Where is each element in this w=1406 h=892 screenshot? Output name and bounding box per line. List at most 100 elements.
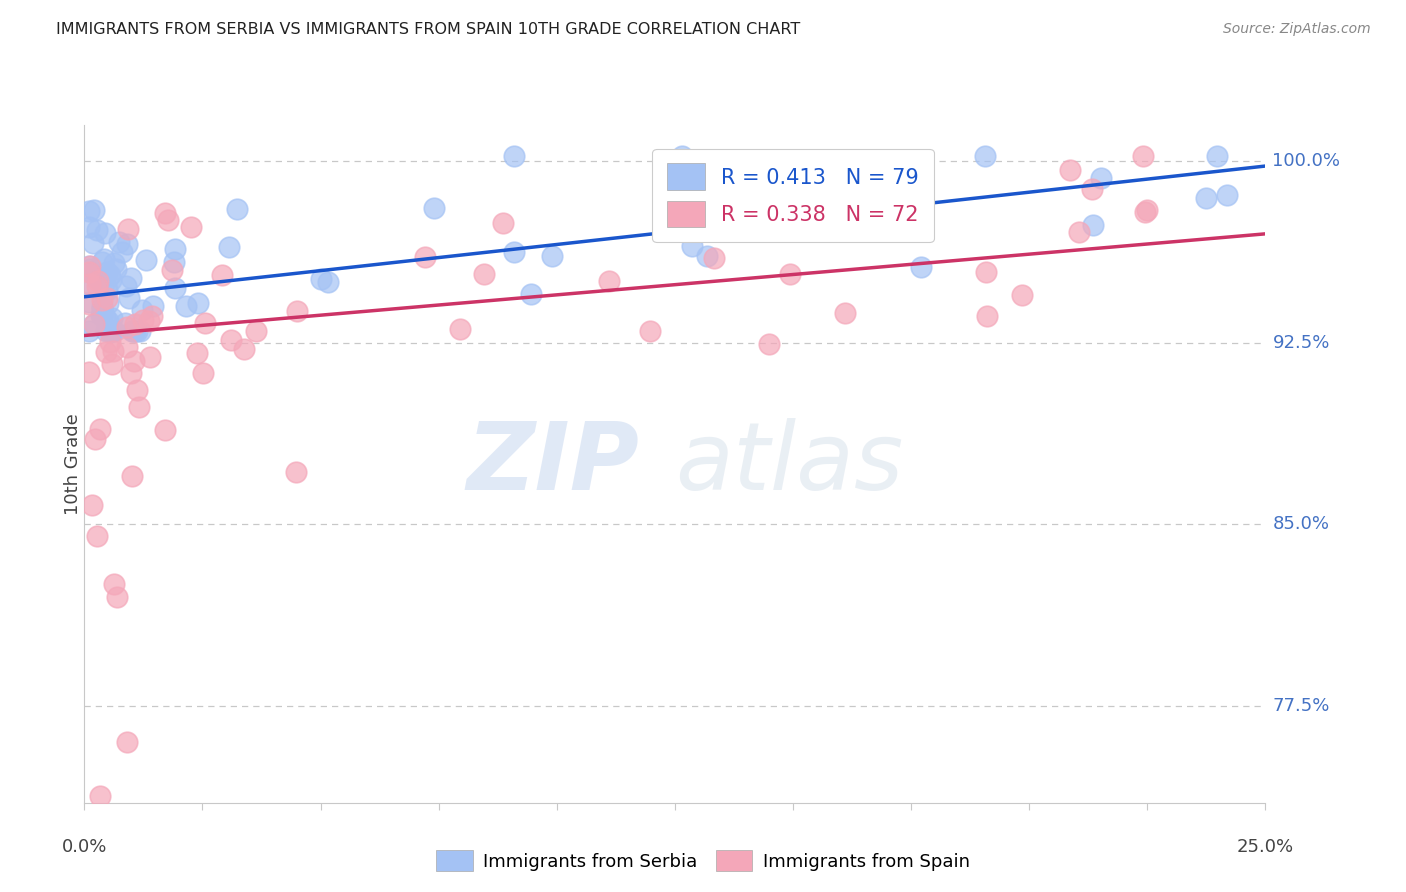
Point — [1081, 218, 1104, 232]
Point — [103, 324, 125, 338]
Text: Source: ZipAtlas.com: Source: ZipAtlas.com — [1223, 22, 1371, 37]
Point — [834, 306, 856, 320]
Point — [128, 401, 150, 415]
Point — [105, 262, 128, 277]
Point — [90, 309, 112, 323]
Y-axis label: 10th Grade: 10th Grade — [65, 413, 82, 515]
Point — [86, 278, 108, 293]
Point — [541, 249, 564, 263]
Point — [153, 206, 176, 220]
Point — [93, 252, 115, 266]
Point — [77, 365, 100, 379]
Point — [115, 340, 138, 354]
Point — [77, 277, 100, 292]
Point — [1206, 149, 1229, 163]
Point — [93, 310, 115, 324]
Point — [138, 314, 160, 328]
Point — [180, 219, 202, 234]
Point — [811, 184, 834, 198]
Point — [1067, 225, 1090, 239]
Point — [120, 366, 142, 380]
Point — [86, 529, 108, 543]
Point — [122, 324, 145, 338]
Text: 25.0%: 25.0% — [1237, 838, 1294, 856]
Point — [165, 281, 187, 295]
Point — [96, 283, 118, 297]
Point — [449, 322, 471, 336]
Point — [186, 346, 208, 360]
Point — [101, 324, 124, 338]
Point — [910, 260, 932, 274]
Point — [79, 259, 101, 273]
Point — [316, 275, 339, 289]
Point — [77, 297, 100, 311]
Point — [233, 342, 256, 356]
Point — [91, 255, 114, 269]
Point — [124, 324, 146, 338]
Point — [97, 313, 120, 327]
Point — [90, 301, 112, 315]
Point — [121, 324, 143, 338]
Point — [423, 201, 446, 215]
Point — [121, 469, 143, 483]
Point — [492, 216, 515, 230]
Text: 0.0%: 0.0% — [62, 838, 107, 856]
Point — [598, 274, 620, 288]
Legend: Immigrants from Serbia, Immigrants from Spain: Immigrants from Serbia, Immigrants from … — [429, 843, 977, 879]
Point — [84, 432, 107, 446]
Point — [111, 245, 134, 260]
Point — [1090, 171, 1112, 186]
Point — [105, 590, 128, 604]
Point — [77, 324, 100, 338]
Point — [77, 265, 100, 279]
Point — [503, 244, 526, 259]
Point — [696, 249, 718, 263]
Point — [87, 274, 110, 288]
Point — [77, 294, 100, 309]
Point — [101, 344, 124, 359]
Point — [131, 302, 153, 317]
Point — [413, 250, 436, 264]
Point — [779, 268, 801, 282]
Text: IMMIGRANTS FROM SERBIA VS IMMIGRANTS FROM SPAIN 10TH GRADE CORRELATION CHART: IMMIGRANTS FROM SERBIA VS IMMIGRANTS FRO… — [56, 22, 800, 37]
Point — [80, 498, 103, 512]
Point — [853, 213, 876, 227]
Point — [128, 324, 150, 338]
Point — [735, 178, 758, 192]
Point — [118, 291, 141, 305]
Point — [132, 313, 155, 327]
Text: 77.5%: 77.5% — [1272, 697, 1330, 715]
Point — [89, 422, 111, 436]
Point — [799, 183, 821, 197]
Point — [702, 251, 724, 265]
Point — [101, 324, 124, 338]
Point — [974, 265, 997, 279]
Point — [96, 265, 118, 279]
Point — [87, 274, 110, 288]
Point — [115, 279, 138, 293]
Point — [100, 324, 122, 338]
Point — [94, 344, 117, 359]
Point — [108, 235, 131, 249]
Point — [163, 242, 186, 256]
Point — [125, 383, 148, 397]
Point — [77, 203, 100, 218]
Point — [284, 465, 307, 479]
Point — [103, 256, 125, 270]
Point — [90, 293, 112, 308]
Point — [194, 316, 217, 330]
Point — [174, 299, 197, 313]
Point — [82, 235, 104, 250]
Point — [94, 275, 117, 289]
Point — [973, 149, 995, 163]
Point — [122, 354, 145, 368]
Point — [218, 240, 240, 254]
Point — [219, 333, 242, 347]
Point — [86, 269, 108, 284]
Point — [156, 213, 179, 227]
Point — [976, 309, 998, 323]
Point — [89, 789, 111, 803]
Point — [472, 267, 495, 281]
Point — [103, 576, 125, 591]
Point — [120, 271, 142, 285]
